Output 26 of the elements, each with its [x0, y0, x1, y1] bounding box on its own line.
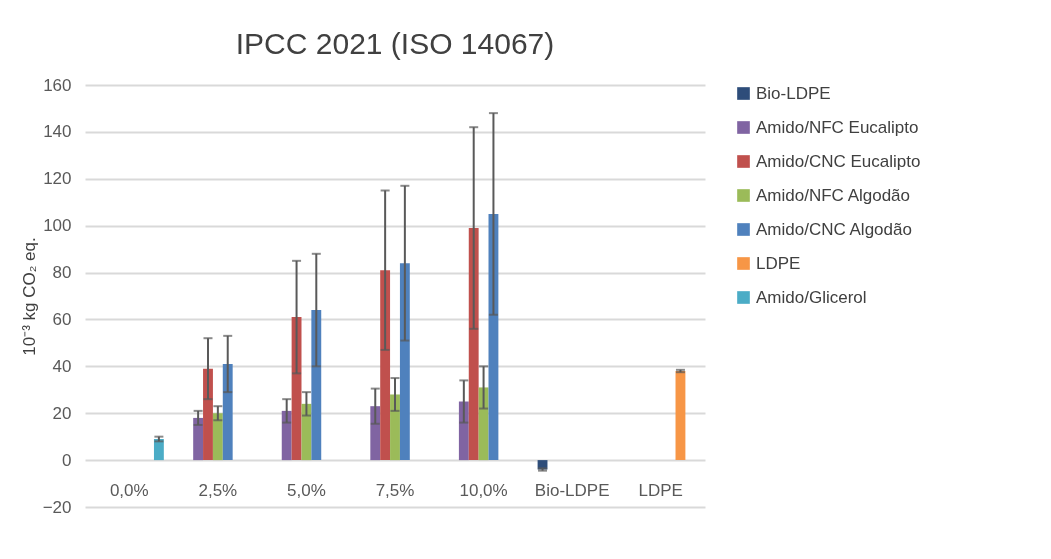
x-tick-label: LDPE: [638, 480, 683, 500]
y-tick-label: 160: [43, 75, 72, 95]
legend-label: Amido/CNC Algodão: [756, 219, 912, 239]
y-tick-label: 20: [52, 403, 72, 423]
legend-label: Amido/NFC Algodão: [756, 185, 911, 205]
chart-title: IPCC 2021 (ISO 14067): [235, 27, 555, 60]
y-tick-label: 120: [43, 169, 72, 189]
y-tick-label: 40: [52, 356, 72, 376]
x-tick-label: 10,0%: [459, 480, 508, 500]
x-tick-label: Bio-LDPE: [534, 480, 610, 500]
legend-label: Amido/CNC Eucalipto: [756, 151, 921, 171]
legend-label: Amido/NFC Eucalipto: [756, 117, 919, 137]
legend-label: Amido/Glicerol: [756, 287, 867, 307]
y-axis-title: 10⁻³ kg CO₂ eq.: [19, 237, 39, 356]
legend-label: LDPE: [756, 253, 801, 273]
x-tick-label: 5,0%: [287, 480, 326, 500]
y-tick-label: 140: [43, 122, 72, 142]
y-tick-label: 100: [43, 216, 72, 236]
x-tick-label: 0,0%: [109, 480, 149, 500]
y-tick-label: 0: [62, 450, 72, 470]
legend-label: Bio-LDPE: [756, 83, 831, 103]
y-tick-label: −20: [42, 497, 72, 517]
x-tick-label: 2,5%: [198, 480, 238, 500]
y-tick-label: 80: [52, 263, 72, 283]
x-tick-label: 7,5%: [375, 480, 415, 500]
y-tick-label: 60: [52, 309, 72, 329]
